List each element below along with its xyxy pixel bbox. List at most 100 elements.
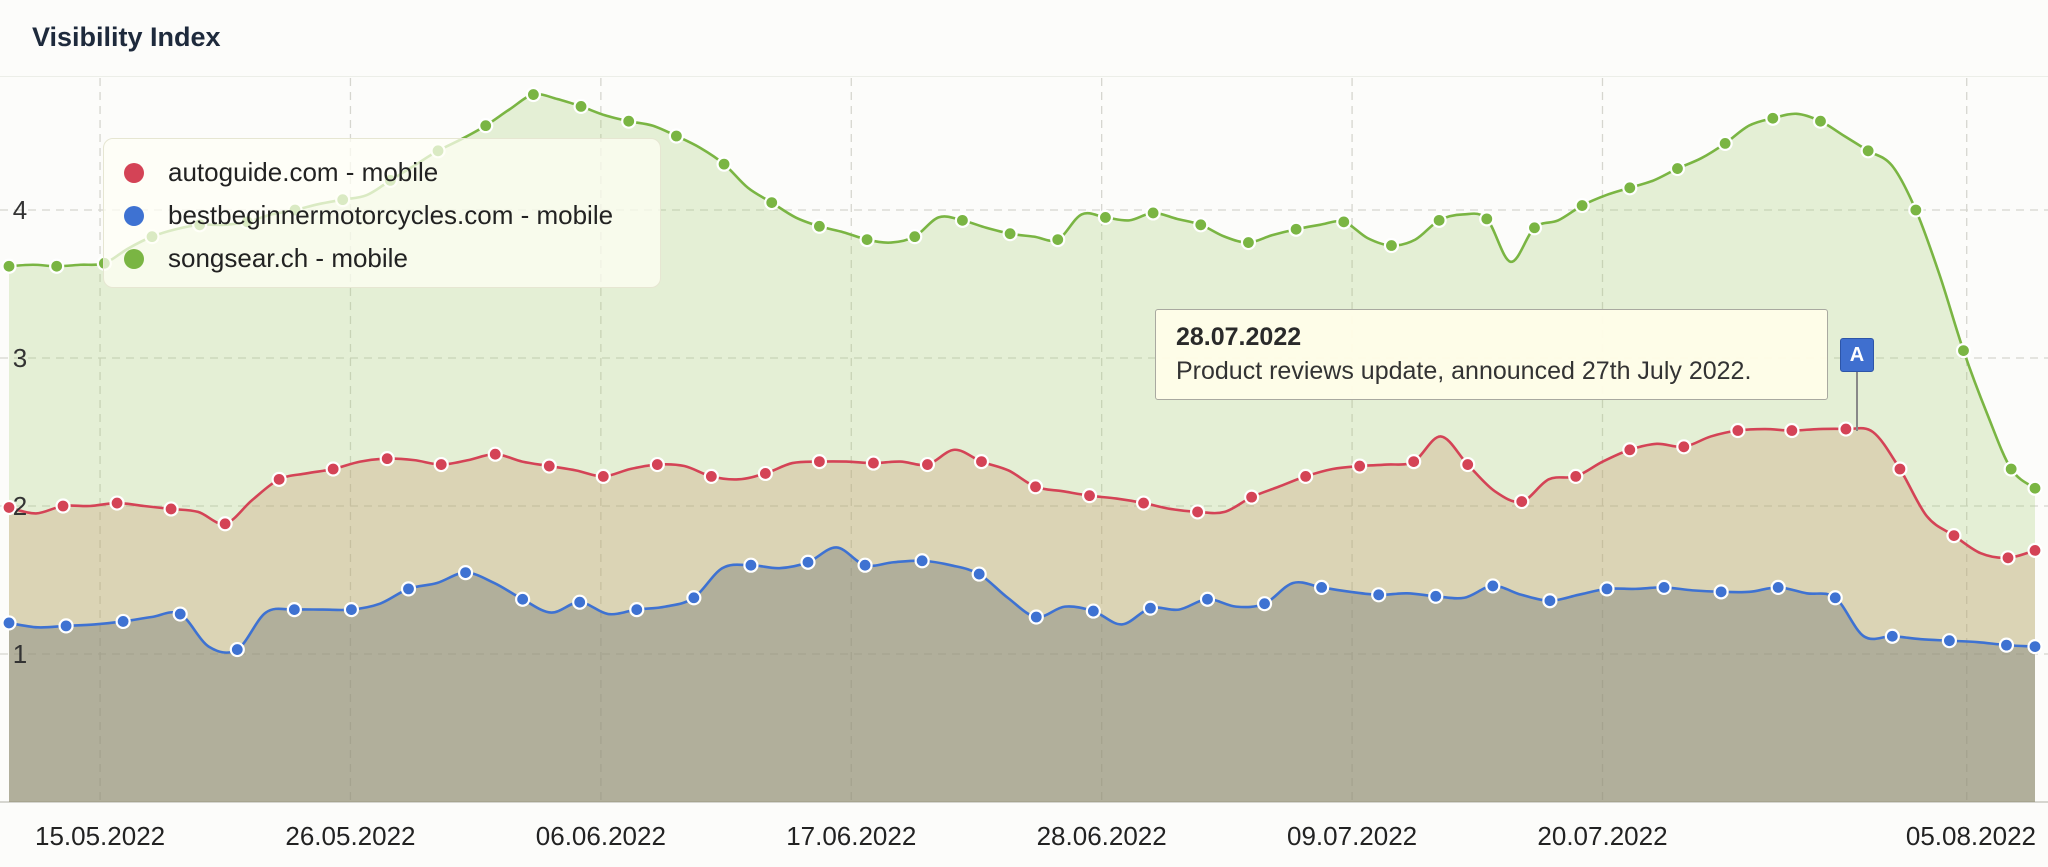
legend-label-bestbeginner: bestbeginnermotorcycles.com - mobile bbox=[168, 200, 614, 230]
legend-item-autoguide[interactable]: autoguide.com - mobile bbox=[124, 151, 660, 194]
point-autoguide-com bbox=[487, 446, 503, 462]
point-autoguide-com bbox=[649, 456, 665, 473]
x-tick-label: 17.06.2022 bbox=[786, 821, 916, 851]
legend-label-songsear: songsear.ch - mobile bbox=[168, 243, 408, 273]
point-autoguide-com bbox=[1135, 495, 1152, 511]
point-songsear-ch bbox=[764, 195, 780, 211]
point-songsear-ch bbox=[954, 212, 971, 228]
point-autoguide-com bbox=[757, 465, 773, 482]
point-bestbeginnermotorcycles-com bbox=[457, 564, 474, 581]
event-tooltip-text: Product reviews update, announced 27th J… bbox=[1176, 357, 1752, 385]
x-tick-label: 28.06.2022 bbox=[1037, 821, 1167, 851]
point-songsear-ch bbox=[1574, 197, 1590, 214]
point-autoguide-com bbox=[1676, 439, 1692, 455]
point-songsear-ch bbox=[2003, 461, 2019, 477]
x-tick-label: 06.06.2022 bbox=[536, 821, 666, 851]
point-autoguide-com bbox=[1189, 504, 1206, 520]
legend-dot-songsear bbox=[124, 248, 144, 269]
point-autoguide-com bbox=[541, 458, 557, 474]
point-songsear-ch bbox=[1526, 220, 1543, 236]
header-divider bbox=[0, 76, 2048, 77]
event-flag-stem bbox=[1856, 372, 1858, 431]
point-songsear-ch bbox=[811, 218, 828, 234]
point-bestbeginnermotorcycles-com bbox=[1485, 578, 1501, 594]
point-songsear-ch bbox=[859, 232, 875, 248]
point-bestbeginnermotorcycles-com bbox=[1713, 584, 1729, 600]
point-autoguide-com bbox=[109, 495, 125, 511]
point-autoguide-com bbox=[325, 461, 341, 477]
point-bestbeginnermotorcycles-com bbox=[172, 606, 188, 622]
point-autoguide-com bbox=[595, 468, 611, 484]
point-bestbeginnermotorcycles-com bbox=[1256, 596, 1273, 612]
point-autoguide-com bbox=[919, 456, 936, 473]
point-bestbeginnermotorcycles-com bbox=[914, 553, 930, 569]
point-autoguide-com bbox=[1946, 527, 1962, 544]
point-autoguide-com bbox=[811, 454, 828, 470]
point-bestbeginnermotorcycles-com bbox=[1542, 593, 1558, 609]
point-bestbeginnermotorcycles-com bbox=[115, 613, 131, 630]
point-bestbeginnermotorcycles-com bbox=[1085, 603, 1101, 619]
point-autoguide-com bbox=[703, 468, 719, 484]
point-bestbeginnermotorcycles-com bbox=[1770, 579, 1786, 596]
point-autoguide-com bbox=[1352, 458, 1368, 474]
point-autoguide-com bbox=[973, 454, 990, 470]
point-bestbeginnermotorcycles-com bbox=[1028, 609, 1044, 625]
point-songsear-ch bbox=[573, 98, 589, 115]
point-songsear-ch bbox=[1431, 212, 1447, 228]
legend-item-songsear[interactable]: songsear.ch - mobile bbox=[124, 237, 660, 280]
point-bestbeginnermotorcycles-com bbox=[229, 641, 245, 658]
line-autoguide-com bbox=[8, 426, 2036, 560]
widget-title: Visibility Index bbox=[32, 22, 221, 52]
point-autoguide-com bbox=[1081, 488, 1098, 504]
point-bestbeginnermotorcycles-com bbox=[686, 590, 702, 606]
point-bestbeginnermotorcycles-com bbox=[1827, 590, 1843, 606]
point-songsear-ch bbox=[1669, 160, 1686, 177]
y-tick-label: 4 bbox=[13, 195, 27, 225]
point-songsear-ch bbox=[1240, 234, 1257, 251]
event-flag-a[interactable]: A bbox=[1840, 338, 1874, 372]
point-songsear-ch bbox=[1955, 343, 1972, 359]
point-bestbeginnermotorcycles-com bbox=[2027, 638, 2043, 655]
point-autoguide-com bbox=[1784, 422, 1800, 439]
point-songsear-ch bbox=[1908, 202, 1924, 218]
x-tick-label: 20.07.2022 bbox=[1537, 821, 1667, 851]
point-songsear-ch bbox=[1050, 232, 1066, 248]
point-bestbeginnermotorcycles-com bbox=[515, 591, 531, 607]
point-autoguide-com bbox=[55, 498, 71, 514]
point-songsear-ch bbox=[49, 258, 65, 274]
x-tick-label: 15.05.2022 bbox=[35, 821, 165, 851]
x-tick-label: 05.08.2022 bbox=[1906, 821, 2036, 851]
point-autoguide-com bbox=[1514, 493, 1530, 510]
point-bestbeginnermotorcycles-com bbox=[1656, 579, 1672, 596]
point-autoguide-com bbox=[1244, 489, 1260, 505]
point-bestbeginnermotorcycles-com bbox=[1, 615, 17, 631]
point-bestbeginnermotorcycles-com bbox=[1371, 587, 1387, 603]
point-bestbeginnermotorcycles-com bbox=[1428, 588, 1444, 604]
point-autoguide-com bbox=[1027, 479, 1044, 495]
area-autoguide-com bbox=[9, 428, 2035, 802]
legend-item-bestbeginner[interactable]: bestbeginnermotorcycles.com - mobile bbox=[124, 194, 660, 237]
point-autoguide-com bbox=[1, 499, 17, 516]
point-bestbeginnermotorcycles-com bbox=[572, 594, 588, 610]
y-tick-label: 3 bbox=[13, 343, 27, 373]
point-bestbeginnermotorcycles-com bbox=[286, 601, 302, 618]
point-bestbeginnermotorcycles-com bbox=[400, 581, 417, 597]
point-songsear-ch bbox=[621, 113, 637, 129]
point-autoguide-com bbox=[1838, 421, 1854, 437]
point-songsear-ch bbox=[1193, 217, 1209, 233]
point-bestbeginnermotorcycles-com bbox=[1998, 637, 2015, 653]
point-autoguide-com bbox=[1730, 422, 1746, 439]
point-autoguide-com bbox=[1460, 456, 1476, 473]
area-bestbeginnermotorcycles-com bbox=[9, 547, 2035, 802]
point-autoguide-com bbox=[2000, 550, 2016, 566]
point-songsear-ch bbox=[1336, 214, 1352, 230]
point-autoguide-com bbox=[217, 516, 233, 532]
point-autoguide-com bbox=[1298, 468, 1314, 484]
point-bestbeginnermotorcycles-com bbox=[1142, 600, 1159, 616]
point-bestbeginnermotorcycles-com bbox=[800, 554, 816, 570]
y-tick-label: 1 bbox=[13, 639, 27, 669]
point-autoguide-com bbox=[1892, 461, 1908, 477]
event-tooltip-date: 28.07.2022 bbox=[1176, 323, 1302, 351]
